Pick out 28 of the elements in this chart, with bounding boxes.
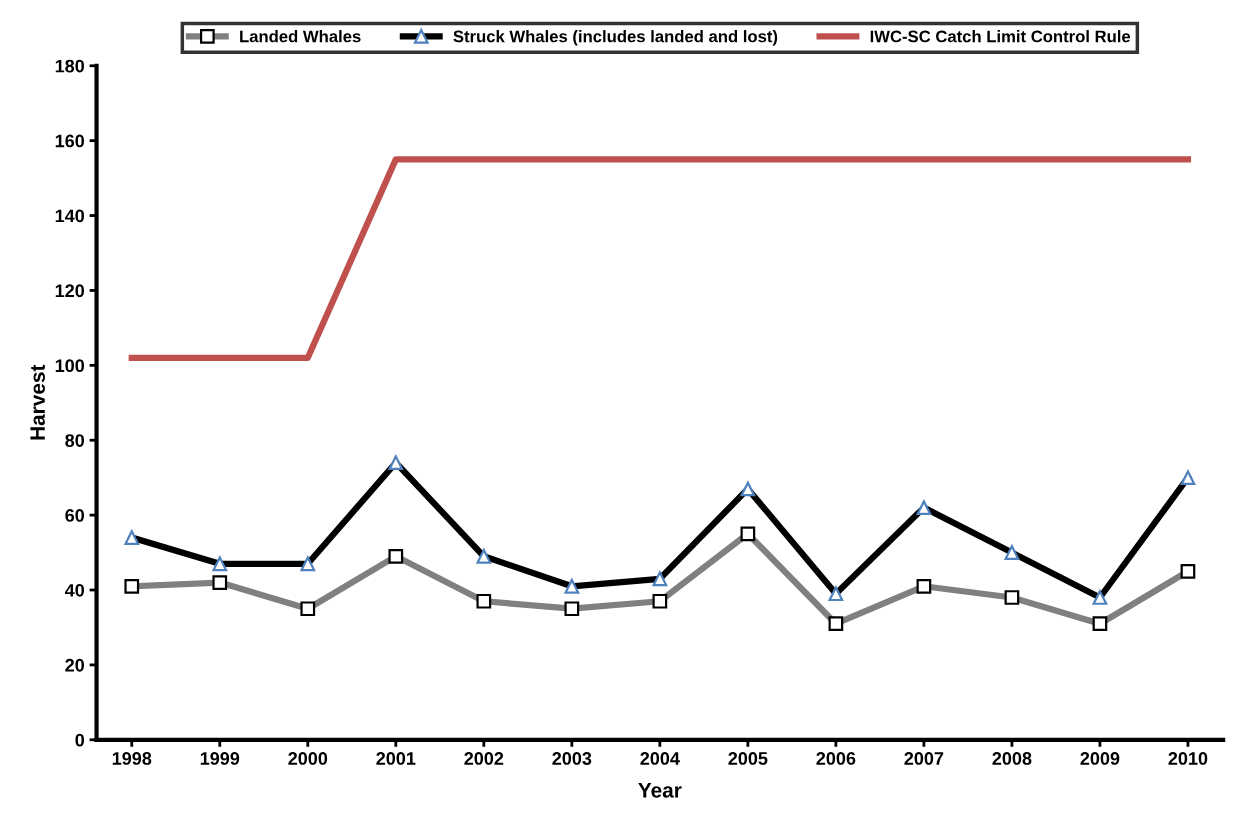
x-tick-label: 2009 (1080, 752, 1120, 765)
y-tick-label: 40 (64, 583, 85, 597)
x-tick-label: 2008 (992, 752, 1032, 765)
x-tick-label: 2000 (288, 752, 328, 765)
x-tick-label: 2010 (1168, 752, 1208, 765)
x-tick-label: 1999 (200, 752, 240, 765)
y-axis-title: Harvest (30, 364, 45, 440)
y-tick-label: 140 (55, 209, 85, 223)
legend-label: Landed Whales (240, 30, 361, 43)
y-tick-label: 20 (65, 658, 85, 672)
y-tick-label: 180 (55, 59, 85, 73)
y-tick-label: 0 (75, 733, 85, 747)
x-tick-label: 2006 (816, 752, 856, 765)
legend-label: IWC-SC Catch Limit Control Rule (870, 30, 1131, 43)
y-tick-label: 160 (55, 134, 85, 148)
x-axis-title: Year (638, 783, 682, 798)
x-tick-label: 2004 (640, 752, 680, 765)
y-tick-label: 120 (55, 284, 85, 298)
x-tick-label: 1998 (112, 752, 152, 765)
x-tick-label: 2007 (904, 752, 944, 765)
y-tick-label: 80 (65, 434, 85, 447)
x-tick-label: 2005 (728, 752, 768, 765)
x-tick-label: 2002 (464, 752, 504, 765)
x-tick-label: 2003 (552, 752, 592, 765)
y-tick-label: 60 (65, 509, 85, 522)
legend-label: Struck Whales (includes landed and lost) (453, 30, 778, 46)
x-tick-label: 2001 (376, 752, 416, 765)
y-tick-label: 100 (55, 359, 85, 373)
